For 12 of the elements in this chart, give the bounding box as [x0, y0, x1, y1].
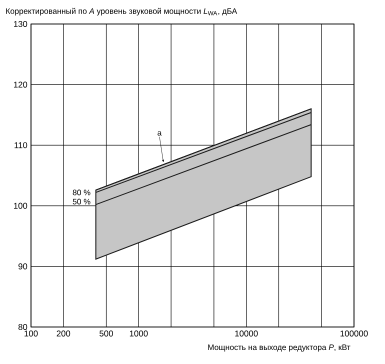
y-tick-label: 90 — [18, 263, 28, 270]
x-tick-label: 100000 — [340, 330, 368, 337]
y-tick-label: 120 — [14, 82, 28, 88]
y-tick-label: 100 — [14, 202, 28, 209]
y-tick-label: 110 — [14, 142, 28, 148]
x-tick-label: 500 — [100, 330, 113, 337]
x-tick-label: 1000 — [130, 330, 148, 337]
y-tick-label: 80 — [18, 324, 28, 330]
x-tick-label: 100 — [24, 330, 38, 337]
y-tick-label: 130 — [14, 21, 28, 27]
x-tick-label: 10000 — [235, 330, 258, 337]
x-tick-label: 200 — [56, 330, 70, 337]
